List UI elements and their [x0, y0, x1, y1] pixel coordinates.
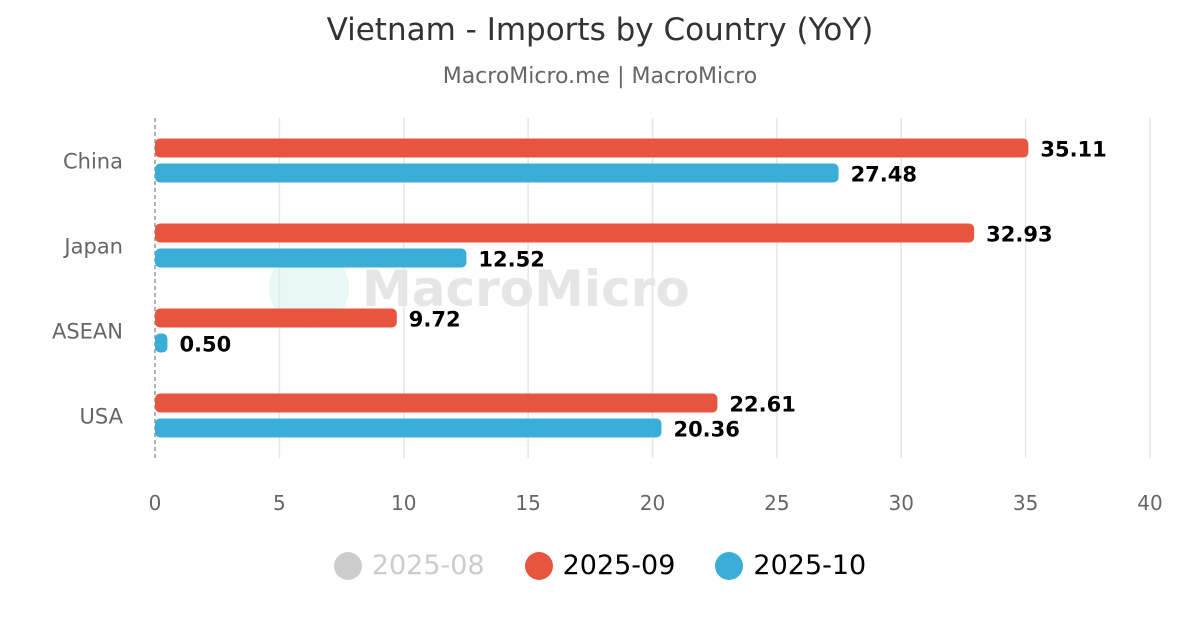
category-label: Japan: [62, 235, 123, 259]
chart-title: Vietnam - Imports by Country (YoY): [326, 12, 874, 48]
legend-label: 2025-09: [562, 550, 676, 581]
bar: [155, 163, 839, 183]
legend-dot-icon: [715, 551, 744, 580]
bar-chart: MacroMicro 0 5 10 15 20 25 30 35 40 China 35.11 27.4…: [52, 118, 1163, 515]
x-tick-label: 10: [391, 491, 416, 515]
bar: [155, 333, 168, 353]
data-label: 20.36: [673, 418, 739, 442]
category-label: China: [63, 150, 123, 174]
x-tick-label: 0: [149, 491, 162, 515]
chart-legend: 2025-08 2025-09 2025-10: [0, 550, 1200, 581]
legend-dot-icon: [333, 551, 362, 580]
data-label: 35.11: [1040, 138, 1106, 162]
watermark-text: MacroMicro: [362, 260, 690, 318]
category-label: ASEAN: [52, 320, 123, 344]
data-label: 0.50: [179, 333, 231, 357]
category-label: USA: [80, 405, 124, 429]
x-tick-label: 30: [889, 491, 914, 515]
bar: [155, 418, 662, 438]
watermark-logo-icon: [269, 248, 349, 328]
x-tick-label: 25: [764, 491, 789, 515]
legend-label: 2025-08: [371, 550, 485, 581]
x-tick-label: 15: [515, 491, 540, 515]
legend-label: 2025-10: [753, 550, 867, 581]
data-label: 27.48: [851, 163, 917, 187]
legend-item[interactable]: 2025-09: [524, 550, 676, 581]
data-label: 22.61: [729, 393, 795, 417]
bar: [155, 393, 718, 413]
x-tick-label: 35: [1013, 491, 1038, 515]
bar: [155, 138, 1029, 158]
legend-item[interactable]: 2025-10: [715, 550, 866, 581]
data-label: 32.93: [986, 223, 1052, 247]
x-tick-label: 40: [1137, 491, 1162, 515]
data-label: 12.52: [478, 248, 544, 272]
bar: [155, 308, 397, 328]
legend-dot-icon: [524, 551, 553, 580]
data-label: 9.72: [409, 308, 461, 332]
x-tick-label: 5: [273, 491, 286, 515]
x-tick-label: 20: [640, 491, 665, 515]
legend-item[interactable]: 2025-08: [333, 550, 485, 581]
chart-subtitle: MacroMicro.me | MacroMicro: [442, 64, 758, 89]
bar: [155, 248, 467, 268]
bar: [155, 223, 975, 243]
